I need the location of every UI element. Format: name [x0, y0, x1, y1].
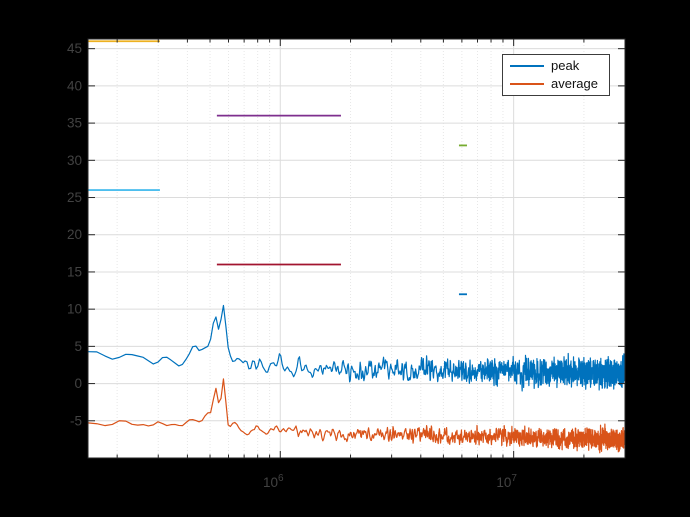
y-tick-label: 40: [67, 78, 82, 93]
x-tick-label: 106: [263, 473, 284, 490]
y-tick-label: 25: [67, 190, 82, 205]
y-tick-label: 10: [67, 302, 82, 317]
legend[interactable]: peak average: [502, 54, 610, 96]
limit-segments: [88, 40, 467, 296]
legend-item-average[interactable]: average: [510, 75, 603, 93]
y-tick-label: 30: [67, 153, 82, 168]
tick-marks: [88, 39, 625, 458]
legend-item-peak[interactable]: peak: [510, 57, 603, 75]
average-line-swatch: [510, 83, 544, 85]
y-tick-label: -5: [70, 413, 82, 428]
x-tick-label: 107: [496, 473, 517, 490]
plot-area: [88, 39, 625, 458]
peak-trace: [88, 304, 625, 392]
legend-label-average: average: [551, 76, 598, 91]
y-tick-label: 15: [67, 264, 82, 279]
tick-labels: -5 0 5 10 15 20 25 30 35 40 45 106 107: [67, 41, 517, 490]
y-tick-label: 0: [74, 376, 82, 391]
y-tick-label: 45: [67, 41, 82, 56]
y-tick-label: 5: [74, 339, 82, 354]
traces: [88, 304, 625, 454]
y-tick-label: 20: [67, 227, 82, 242]
y-tick-label: 35: [67, 116, 82, 131]
average-trace: [88, 378, 625, 454]
axis-box: [87, 38, 626, 459]
legend-label-peak: peak: [551, 58, 580, 73]
peak-line-swatch: [510, 65, 544, 67]
minor-gridlines: [116, 39, 585, 458]
